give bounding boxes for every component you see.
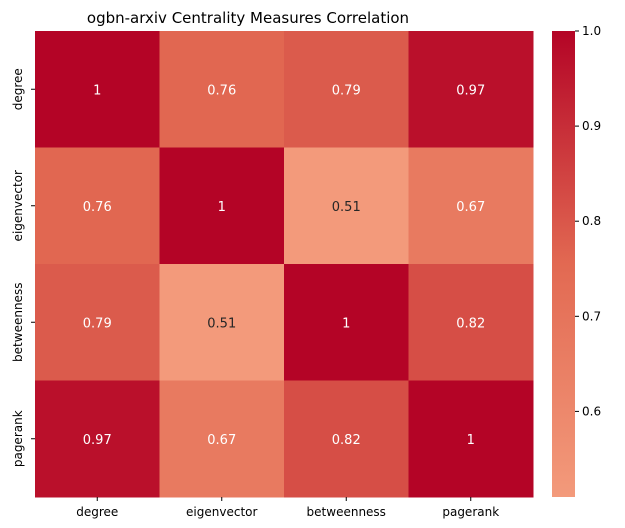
- colorbar-tick-label: 1.0: [582, 24, 601, 38]
- cell-label: 0.67: [456, 200, 485, 215]
- cell-label: 1: [218, 200, 226, 215]
- cell-label: 0.76: [207, 83, 236, 98]
- heatmap-cell-degree-degree: [35, 31, 160, 148]
- cell-label: 0.79: [332, 83, 361, 98]
- x-tick-label: degree: [76, 505, 118, 519]
- chart-title: ogbn-arxiv Centrality Measures Correlati…: [87, 9, 409, 27]
- cell-label: 0.76: [83, 200, 112, 215]
- y-tick-label: pagerank: [11, 410, 25, 467]
- heatmap-cell-betweenness-betweenness: [284, 264, 409, 381]
- cell-label: 0.82: [332, 433, 361, 448]
- y-tick-label: betweenness: [11, 283, 25, 362]
- x-tick-label: eigenvector: [186, 505, 257, 519]
- colorbar-tick-label: 0.8: [582, 214, 601, 228]
- heatmap-cell-pagerank-betweenness: [284, 380, 409, 498]
- heatmap-cell-eigenvector-eigenvector: [159, 147, 285, 265]
- heatmap-cell-pagerank-degree: [35, 380, 160, 498]
- heatmap-cell-degree-eigenvector: [159, 31, 285, 148]
- heatmap-cell-betweenness-degree: [35, 264, 160, 381]
- cell-label: 0.51: [332, 200, 361, 215]
- x-tick-label: betweenness: [307, 505, 386, 519]
- cell-label: 0.79: [83, 316, 112, 331]
- cell-label: 0.82: [456, 316, 485, 331]
- cell-label: 1: [342, 316, 350, 331]
- colorbar-gradient: [552, 31, 575, 497]
- cell-label: 0.67: [207, 433, 236, 448]
- colorbar-tick-label: 0.6: [582, 404, 601, 418]
- heatmap-cell-eigenvector-degree: [35, 147, 160, 265]
- heatmap-cells: 1 0.76 0.79 0.97 0.76 1 0.51 0.67 0.79 0.51 1 0.82 0…: [35, 31, 534, 498]
- y-tick-label: degree: [11, 68, 25, 110]
- y-tick-label: eigenvector: [11, 170, 25, 241]
- x-tick-label: pagerank: [442, 505, 499, 519]
- colorbar-tick-label: 0.7: [582, 309, 601, 323]
- heatmap-cell-betweenness-eigenvector: [159, 264, 285, 381]
- cell-label: 0.97: [456, 83, 485, 98]
- heatmap-cell-degree-pagerank: [408, 31, 534, 148]
- cell-label: 0.51: [207, 316, 236, 331]
- heatmap-cell-eigenvector-pagerank: [408, 147, 534, 265]
- heatmap-cell-eigenvector-betweenness: [284, 147, 409, 265]
- colorbar: 0.6 0.7 0.8 0.9 1.0: [552, 24, 601, 497]
- x-axis: degree eigenvector betweenness pagerank: [76, 497, 499, 519]
- cell-label: 0.97: [83, 433, 112, 448]
- cell-label: 1: [93, 83, 101, 98]
- cell-label: 1: [467, 433, 475, 448]
- colorbar-tick-label: 0.9: [582, 119, 601, 133]
- heatmap-cell-pagerank-pagerank: [408, 380, 534, 498]
- y-axis: degree eigenvector betweenness pagerank: [11, 68, 35, 467]
- heatmap-cell-pagerank-eigenvector: [159, 380, 285, 498]
- heatmap-cell-betweenness-pagerank: [408, 264, 534, 381]
- heatmap-cell-degree-betweenness: [284, 31, 409, 148]
